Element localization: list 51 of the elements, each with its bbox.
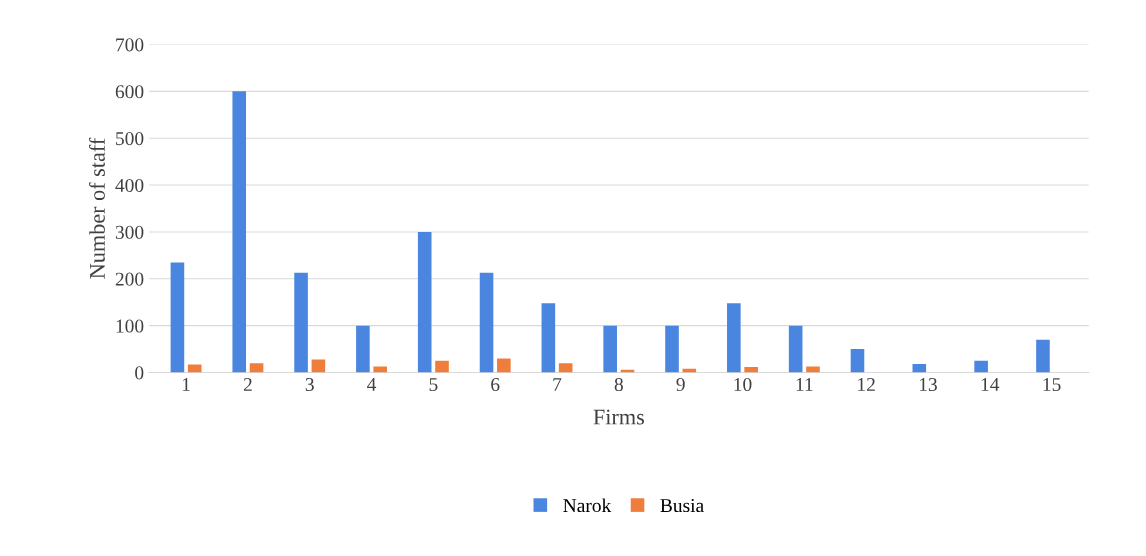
x-tick-label: 8 — [614, 377, 623, 392]
y-tick-label: 100 — [116, 319, 144, 333]
bar — [187, 364, 202, 373]
x-tick-label: 7 — [553, 378, 562, 391]
bar — [311, 359, 326, 373]
x-tick-label: 9 — [676, 378, 685, 392]
x-axis-title: Firms — [593, 409, 644, 425]
x-tick-label: 5 — [429, 378, 438, 392]
y-tick-label: 600 — [115, 85, 144, 99]
bar — [850, 349, 865, 373]
y-tick-label: 700 — [116, 38, 144, 52]
bar — [373, 366, 387, 373]
x-tick-label: 2 — [243, 378, 252, 391]
legend-label: Narok — [563, 498, 612, 513]
bar — [727, 303, 741, 373]
bar — [1036, 339, 1050, 373]
bar — [435, 360, 449, 373]
x-tick-label: 4 — [367, 378, 377, 391]
bar — [232, 91, 247, 373]
bar — [294, 272, 308, 373]
x-tick-label: 1 — [182, 378, 190, 391]
legend-label: Busia — [660, 499, 704, 513]
bar — [356, 325, 370, 373]
bar — [541, 303, 556, 373]
bar — [497, 358, 511, 373]
bar — [806, 366, 820, 373]
bar — [479, 272, 494, 373]
x-tick-label: 3 — [305, 378, 314, 392]
x-tick-label: 13 — [919, 378, 937, 392]
x-tick-label: 6 — [491, 378, 500, 392]
y-tick-label: 300 — [115, 225, 144, 239]
bar — [170, 262, 185, 373]
bar — [912, 364, 927, 373]
x-tick-label: 11 — [796, 378, 813, 391]
bar — [249, 363, 264, 373]
bar — [665, 325, 679, 373]
bar — [558, 363, 573, 373]
bar — [974, 360, 988, 373]
x-tick-label: 15 — [1043, 378, 1061, 392]
y-tick-label: 0 — [135, 366, 144, 380]
y-tick-label: 200 — [115, 272, 144, 286]
x-tick-label: 14 — [981, 378, 1000, 391]
bar — [417, 231, 432, 373]
bar — [603, 325, 617, 373]
y-axis-title: Number of staff — [89, 137, 105, 279]
y-tick-label: 400 — [115, 178, 144, 193]
x-tick-label: 12 — [858, 378, 875, 391]
y-tick-label: 500 — [116, 132, 144, 146]
x-tick-label: 10 — [734, 377, 752, 392]
bar — [788, 325, 803, 373]
bar — [744, 366, 758, 373]
